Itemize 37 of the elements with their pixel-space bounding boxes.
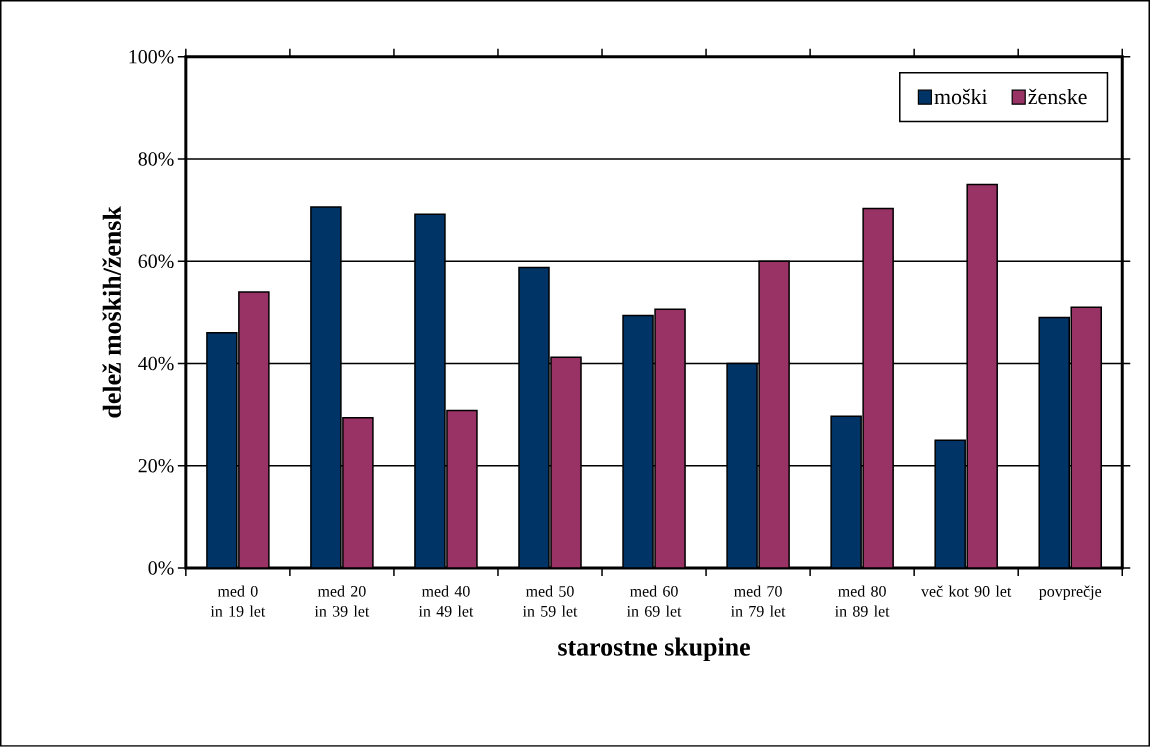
bar bbox=[414, 213, 446, 569]
legend-label: moški bbox=[934, 88, 988, 105]
bar bbox=[966, 183, 998, 569]
bar bbox=[238, 291, 270, 569]
x-tick-label: med 20 in 39 let bbox=[314, 585, 370, 617]
bar bbox=[934, 439, 966, 569]
y-tick-label: 40% bbox=[138, 356, 174, 371]
bar bbox=[758, 260, 790, 569]
bar bbox=[310, 206, 342, 569]
y-axis-title: delež moških/žensk bbox=[102, 206, 121, 418]
y-tick-label: 80% bbox=[138, 152, 174, 166]
y-tick-label: 0% bbox=[148, 561, 174, 575]
bar bbox=[550, 356, 582, 569]
y-tick-label: 60% bbox=[138, 254, 174, 269]
bar bbox=[1070, 306, 1102, 569]
bar bbox=[654, 308, 686, 569]
bar bbox=[622, 314, 654, 569]
bar bbox=[1038, 316, 1070, 569]
x-tick-label: med 80 in 89 let bbox=[835, 585, 890, 617]
legend-label: ženske bbox=[1028, 88, 1087, 105]
bar bbox=[862, 207, 894, 569]
x-tick-label: med 60 in 69 let bbox=[626, 585, 682, 617]
x-tick-label: med 50 in 59 let bbox=[522, 585, 578, 617]
y-tick-label: 20% bbox=[138, 459, 174, 473]
x-tick-label: med 0 in 19 let bbox=[210, 585, 266, 617]
x-tick-label: med 70 in 79 let bbox=[730, 585, 786, 617]
bar bbox=[726, 362, 758, 569]
x-tick-label: več kot 90 let bbox=[921, 585, 1012, 597]
bar bbox=[446, 409, 478, 569]
y-tick-label: 100% bbox=[129, 50, 174, 64]
x-tick-label: med 40 in 49 let bbox=[418, 585, 474, 617]
bar bbox=[342, 417, 374, 569]
x-axis-title: starostne skupine bbox=[558, 637, 750, 662]
x-tick-label: povprečje bbox=[1039, 585, 1102, 601]
bar bbox=[518, 266, 550, 569]
bar bbox=[830, 415, 862, 569]
bar bbox=[206, 332, 238, 569]
